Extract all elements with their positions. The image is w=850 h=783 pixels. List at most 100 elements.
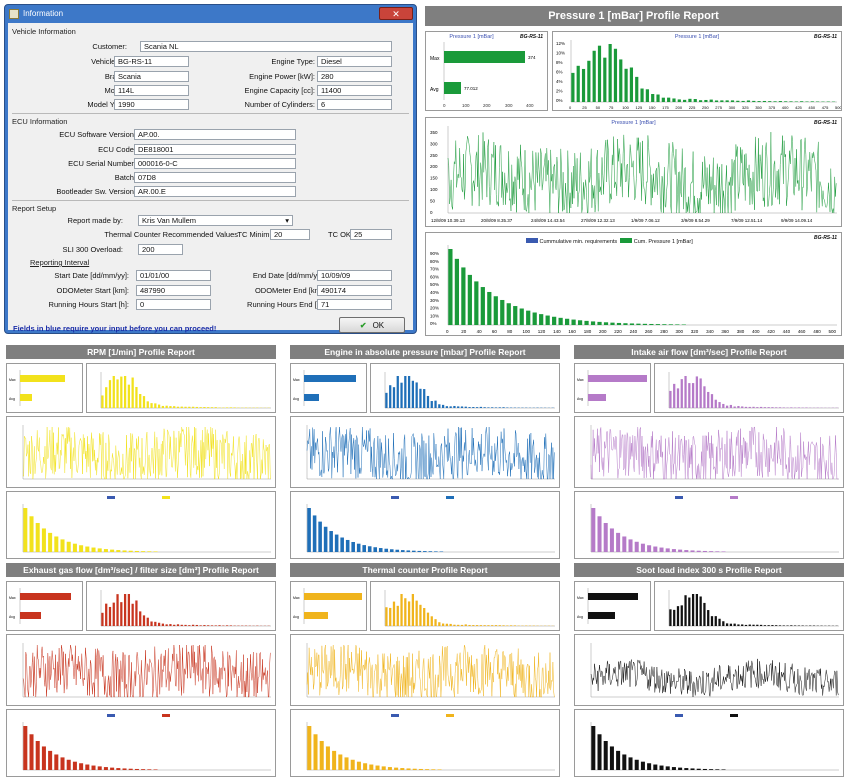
dialog-titlebar[interactable]: Information ✕ (5, 5, 416, 23)
x-tick: 325 (742, 105, 749, 110)
histogram-bar (722, 621, 725, 626)
x-tick: 100 (523, 329, 531, 334)
cumulative-bar (655, 324, 660, 325)
max-avg-panel-chart: Max Avg (293, 370, 356, 406)
x-tick: 1/9/09 7.06.12 (631, 218, 660, 223)
cumulative-bar (653, 546, 658, 552)
x-tick: 7/9/09 12.51.14 (731, 218, 763, 223)
ok-button[interactable]: ✔ OK (339, 317, 405, 333)
cumulative-bar (110, 549, 115, 552)
histogram-bar (423, 608, 426, 626)
odo-end-field[interactable]: 490174 (317, 285, 392, 296)
cumulative-panel-chart (590, 496, 839, 553)
avg-label: Avg (577, 615, 583, 619)
avg-bar (588, 394, 606, 401)
hours-end-field[interactable]: 71 (317, 299, 392, 310)
x-tick: 340 (706, 329, 714, 334)
bootloader-field[interactable]: AR.00.E (134, 186, 296, 197)
cumulative-bar (622, 536, 627, 552)
histogram-bar (165, 624, 168, 626)
cumulative-bar (23, 508, 28, 552)
tc-min-field[interactable]: 20 (270, 229, 310, 240)
max-avg-chart: Max Avg 374 77.012 0 100 200 300 400 (430, 42, 536, 108)
histogram-bar (624, 68, 628, 102)
engine-type-field[interactable]: Diesel (317, 56, 392, 67)
tc-ok-field[interactable]: 25 (350, 229, 392, 240)
max-bar (304, 375, 356, 382)
cumulative-bar (356, 543, 361, 552)
cumulative-bar (122, 550, 127, 552)
cumulative-bar (684, 550, 689, 552)
timeseries-chart: 350 300 250 200 150 100 50 0 12/8/09 10.39.13 20/… (430, 126, 837, 223)
start-date-field[interactable]: 01/01/00 (136, 270, 211, 281)
max-label: Max (293, 378, 300, 382)
engine-type-label: Engine Type: (271, 57, 315, 66)
odo-start-field[interactable]: 487990 (136, 285, 211, 296)
y-tick: 250 (430, 153, 438, 158)
cumulative-bar (60, 539, 65, 552)
cumulative-bar (394, 767, 399, 770)
engine-power-field[interactable]: 280 (317, 71, 392, 82)
cumulative-bar (597, 321, 602, 325)
panel-title: Pressure 1 [mBar] (449, 34, 494, 40)
end-date-field[interactable]: 10/09/09 (317, 270, 392, 281)
histogram-bar (139, 393, 142, 408)
cumulative-bar (506, 303, 511, 325)
cumulative-bar (659, 547, 664, 552)
histogram-bar (741, 100, 745, 102)
made-by-select[interactable]: Kris Van Mullem ▾ (138, 215, 293, 226)
cylinders-field[interactable]: 6 (317, 99, 392, 110)
cumulative-bar (678, 767, 683, 770)
made-by-label: Report made by: (67, 216, 123, 225)
customer-field[interactable]: Scania NL (140, 41, 392, 52)
y-tick: 30% (430, 298, 439, 303)
cumulative-bar (425, 769, 430, 770)
histogram-bar (161, 623, 165, 626)
x-tick: 140 (553, 329, 561, 334)
sli-field[interactable]: 200 (138, 244, 183, 255)
histogram-bar (464, 406, 467, 408)
histogram-bar (771, 407, 774, 408)
x-tick: 200 (675, 105, 682, 110)
engine-capacity-field[interactable]: 11400 (317, 85, 392, 96)
cumulative-bar (91, 765, 96, 770)
svg-text:200: 200 (483, 103, 491, 108)
vehicle-id-field[interactable]: BG-RS-11 (114, 56, 189, 67)
model-field[interactable]: 114L (114, 85, 189, 96)
max-avg-panel: Max Avg (574, 581, 651, 631)
histogram-bar (587, 60, 591, 102)
histogram-panel (370, 363, 560, 413)
histogram-bar (714, 616, 717, 626)
y-tick: 8% (556, 60, 563, 65)
ecu-code-field[interactable]: DE818001 (134, 144, 296, 155)
cumulative-bar (329, 531, 333, 552)
cumulative-bar (378, 548, 383, 552)
bootloader-label: Bootleader Sw. Version: (56, 187, 136, 196)
histogram-bar (680, 605, 683, 626)
x-tick: 400 (752, 329, 760, 334)
x-tick: 500 (835, 105, 842, 110)
cumulative-bar (134, 768, 139, 770)
avg-label: Avg (430, 87, 439, 93)
ecu-serial-field[interactable]: 000016-0-C (134, 158, 296, 169)
svg-text:100: 100 (462, 103, 470, 108)
avg-value: 77.012 (464, 86, 478, 91)
vehicle-id-label: Vehicle ID: (91, 57, 127, 66)
histogram-bar (438, 622, 441, 626)
brand-field[interactable]: Scania (114, 71, 189, 82)
close-button[interactable]: ✕ (379, 7, 413, 20)
ecu-software-field[interactable]: AP.00. (134, 129, 296, 140)
cumulative-bar (671, 549, 676, 552)
histogram-bar (150, 403, 153, 408)
histogram-bar (597, 45, 602, 102)
histogram-bar (199, 625, 202, 626)
cumulative-bar (79, 763, 84, 770)
batch-field[interactable]: 07D8 (134, 172, 296, 183)
histogram-bar (752, 624, 755, 626)
model-year-field[interactable]: 1990 (114, 99, 189, 110)
info-window-icon (9, 9, 19, 19)
engine-capacity-label: Engine Capacity [cc]: (244, 86, 315, 95)
histogram-bar (710, 616, 714, 626)
histogram-bar (483, 625, 486, 626)
hours-start-field[interactable]: 0 (136, 299, 211, 310)
